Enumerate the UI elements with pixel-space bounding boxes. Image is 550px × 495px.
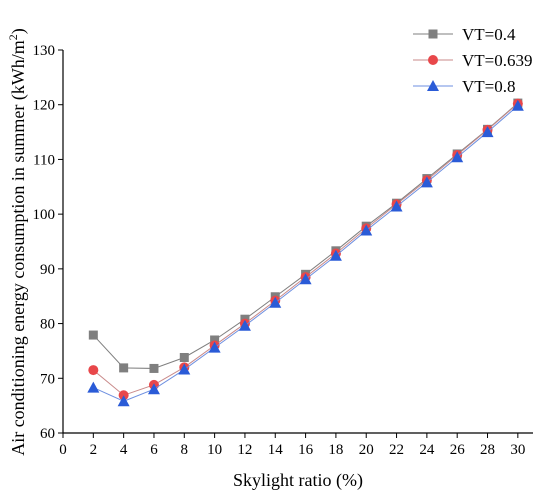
x-tick-label: 22 (389, 442, 404, 458)
data-point (147, 383, 160, 395)
legend-marker (428, 55, 438, 65)
data-point (119, 363, 129, 373)
legend-item: VT=0.4 (413, 25, 516, 44)
plot-area (62, 50, 533, 434)
y-axis-title-main: Air conditioning energy consumption in s… (8, 40, 29, 456)
x-tick-label: 20 (359, 442, 374, 458)
x-tick-label: 2 (90, 442, 98, 458)
legend-item: VT=0.639 (413, 51, 533, 70)
data-point (178, 363, 191, 375)
y-tick-label: 110 (33, 152, 55, 168)
y-tick-label: 100 (33, 207, 56, 223)
x-axis-title: Skylight ratio (%) (233, 470, 363, 491)
data-point (299, 273, 312, 285)
data-point (208, 341, 221, 353)
data-point (360, 224, 373, 236)
x-tick-label: 10 (207, 442, 222, 458)
legend-marker (427, 80, 439, 91)
series-line (92, 102, 519, 369)
data-point (210, 335, 220, 345)
legend: VT=0.4 VT=0.639 VT=0.8 (413, 25, 533, 96)
legend-label: VT=0.4 (462, 25, 516, 44)
legend-item: VT=0.8 (413, 77, 516, 96)
x-tick-label: 26 (450, 442, 466, 458)
x-tick-label: 0 (59, 442, 67, 458)
x-ticks: 0 2 4 6 8 10 12 14 16 18 20 22 24 26 28 30 (59, 433, 525, 458)
legend-label: VT=0.8 (462, 77, 516, 96)
series-2 (88, 98, 523, 401)
data-point (149, 363, 159, 373)
x-tick-label: 28 (480, 442, 495, 458)
x-tick-label: 30 (510, 442, 525, 458)
data-point (238, 319, 251, 331)
data-point (451, 151, 464, 163)
x-tick-label: 12 (237, 442, 252, 458)
x-tick-label: 6 (150, 442, 158, 458)
legend-label: VT=0.639 (462, 51, 533, 70)
data-point (420, 176, 433, 188)
y-axis-title: Air conditioning energy consumption in s… (6, 28, 29, 456)
data-point (179, 352, 189, 362)
series-1 (88, 98, 523, 373)
y-tick-label: 80 (40, 317, 55, 333)
x-tick-label: 18 (328, 442, 343, 458)
x-tick-label: 16 (298, 442, 314, 458)
y-tick-label: 130 (33, 43, 56, 59)
data-point (390, 200, 403, 212)
x-tick-label: 24 (419, 442, 435, 458)
data-point (118, 390, 129, 401)
data-point (481, 126, 494, 138)
data-point (269, 296, 282, 308)
y-tick-label: 90 (40, 262, 55, 278)
data-point (117, 395, 130, 407)
x-tick-label: 14 (268, 442, 284, 458)
y-axis-title-superscript: 2 (6, 34, 20, 40)
series-line (93, 103, 519, 396)
y-ticks: 60 70 80 90 100 110 120 130 (33, 43, 63, 442)
series-layer (87, 98, 524, 407)
x-tick-label: 8 (181, 442, 189, 458)
y-tick-label: 120 (33, 98, 56, 114)
series-3 (87, 99, 524, 407)
axes-frame (62, 50, 533, 434)
x-tick-label: 4 (120, 442, 128, 458)
data-point (329, 249, 342, 261)
y-axis-title-close: ) (8, 28, 29, 34)
y-tick-label: 70 (40, 371, 55, 387)
legend-marker (428, 29, 438, 39)
data-point (88, 365, 99, 376)
data-point (87, 381, 100, 393)
data-point (88, 330, 98, 340)
y-tick-label: 60 (40, 426, 55, 442)
data-point (511, 99, 524, 111)
